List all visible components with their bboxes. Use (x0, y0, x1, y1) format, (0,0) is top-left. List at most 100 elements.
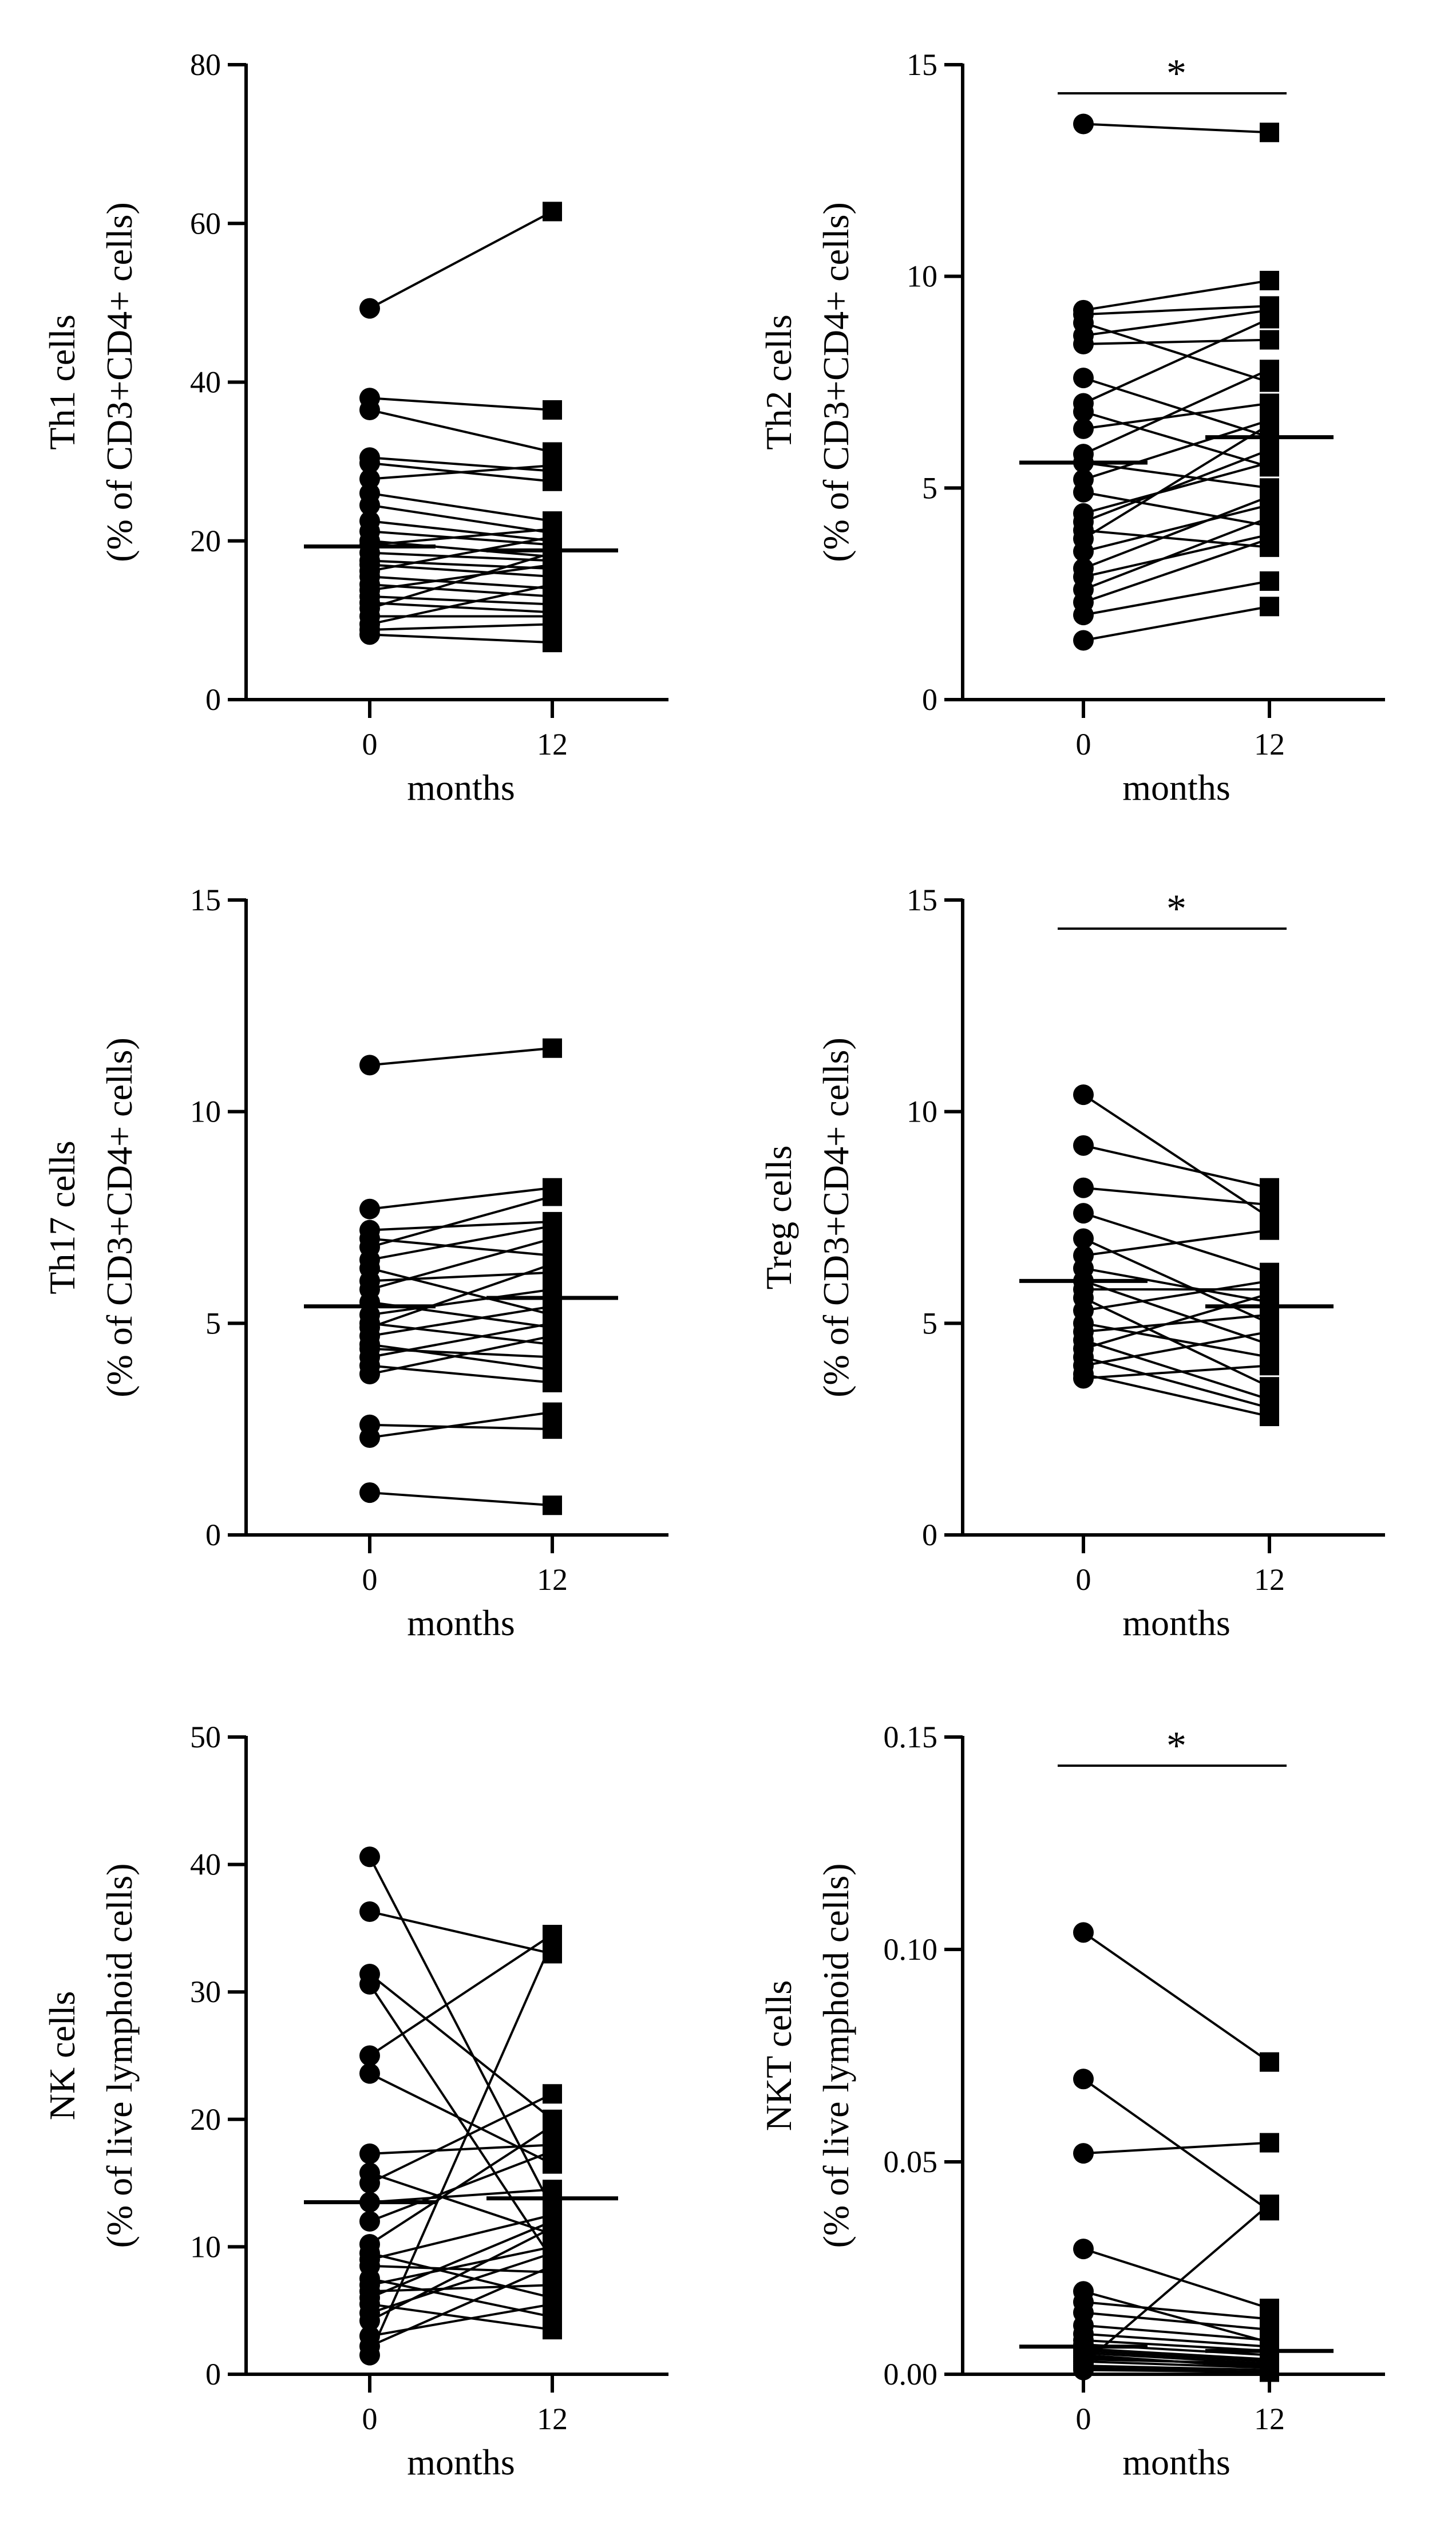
y-tick-label: 20 (190, 524, 221, 558)
pair-line (1083, 461, 1270, 490)
y-tick-label: 0.15 (884, 1720, 938, 1754)
x-tick-label: 12 (1254, 2402, 1285, 2436)
pair-line (369, 2284, 553, 2293)
pair-line (1083, 533, 1270, 578)
point-month-0 (359, 2045, 380, 2066)
y-tick-label: 0 (205, 1518, 221, 1552)
pair-line (369, 623, 553, 631)
point-month-0 (359, 1482, 380, 1503)
point-month-12 (1260, 1356, 1279, 1376)
x-axis-title: months (1122, 2442, 1230, 2482)
y-axis-title: Th17 cells (42, 1140, 82, 1294)
x-axis-title: months (407, 767, 515, 808)
pair-line (1083, 2347, 1270, 2361)
pair-line (369, 1423, 553, 1431)
pair-line (1083, 1364, 1270, 1380)
point-month-0 (1073, 481, 1094, 503)
pair-line (369, 527, 553, 546)
point-month-0 (1073, 2143, 1094, 2164)
y-tick-label: 10 (907, 1095, 937, 1129)
pair-line (1083, 2369, 1270, 2374)
significance-marker: * (1166, 887, 1186, 931)
point-month-12 (1260, 415, 1279, 435)
pair-line (369, 551, 553, 562)
pair-line (369, 409, 553, 453)
point-month-0 (359, 1846, 380, 1868)
pair-line (1083, 402, 1270, 430)
y-axis-title: Treg cells (758, 1146, 799, 1290)
y-tick-label: 5 (205, 1306, 221, 1340)
point-month-0 (1073, 541, 1094, 562)
pair-line (1083, 123, 1270, 134)
x-tick-label: 0 (362, 1562, 378, 1597)
pair-line (369, 1267, 553, 1316)
point-month-12 (543, 2218, 562, 2238)
pair-line (369, 1856, 553, 2209)
point-month-12 (543, 1372, 562, 1392)
pair-line (369, 1973, 553, 2121)
pair-line (1083, 2354, 1270, 2369)
point-month-12 (1260, 440, 1279, 460)
pair-line (369, 2277, 553, 2318)
x-tick-label: 12 (537, 1562, 568, 1597)
pair-line (369, 2303, 553, 2331)
point-month-12 (1260, 571, 1279, 591)
point-month-12 (1260, 597, 1279, 617)
pair-line (369, 563, 553, 578)
y-tick-label: 30 (190, 1975, 221, 2009)
x-tick-label: 12 (537, 727, 568, 761)
y-tick-label: 10 (907, 259, 937, 294)
point-month-12 (1260, 2194, 1279, 2215)
point-month-0 (1073, 605, 1094, 626)
pair-line (369, 1237, 553, 1257)
pair-line (369, 1335, 553, 1376)
point-month-12 (1260, 529, 1279, 549)
panel-3: 0 5 10 15 0 12 months Th17 cells (% of CD3+CD4+ … (42, 883, 668, 1643)
point-month-0 (359, 2063, 380, 2084)
pair-line (1083, 1267, 1270, 1304)
point-month-12 (543, 1254, 562, 1274)
point-month-12 (543, 2084, 562, 2104)
point-month-0 (1073, 1135, 1094, 1156)
pair-line (369, 1262, 553, 1329)
pair-line (369, 492, 553, 523)
point-month-0 (359, 298, 380, 319)
point-month-12 (543, 1495, 562, 1515)
pair-line (369, 2264, 553, 2347)
y-tick-label: 20 (190, 2102, 221, 2137)
pair-line (369, 1347, 553, 1359)
x-axis-title: months (407, 2442, 515, 2482)
pair-line (1082, 1094, 1271, 1219)
point-month-12 (1260, 2133, 1279, 2153)
point-month-0 (1073, 630, 1094, 651)
pair-line (1083, 580, 1270, 617)
pair-line (369, 1343, 553, 1371)
point-month-12 (543, 543, 562, 563)
point-month-0 (1073, 1228, 1094, 1249)
y-tick-label: 0 (922, 682, 937, 717)
point-month-12 (1260, 393, 1279, 413)
pair-line (1083, 461, 1270, 515)
y-tick-label: 15 (907, 883, 937, 917)
pair-line (1083, 317, 1270, 405)
pair-line (369, 1186, 553, 1210)
x-axis-title: months (1122, 767, 1230, 808)
panel-1: 0 20 40 60 80 0 12 months Th1 cells (% of CD3+CD4… (42, 48, 668, 808)
pair-line (369, 1322, 553, 1359)
y-tick-label: 0.00 (884, 2357, 938, 2391)
y-axis-title: NK cells (42, 1991, 82, 2121)
pair-line (369, 1225, 553, 1261)
point-month-0 (1073, 1177, 1094, 1198)
point-month-12 (543, 400, 562, 420)
pair-line (1083, 309, 1270, 337)
point-month-0 (1073, 1084, 1094, 1106)
point-month-0 (1073, 113, 1094, 135)
pair-line (369, 1195, 553, 1249)
point-month-0 (359, 2310, 380, 2331)
point-month-12 (543, 202, 562, 222)
pair-line (1083, 1229, 1270, 1257)
pair-line (1083, 448, 1270, 523)
point-month-0 (359, 1973, 380, 1995)
pair-line (369, 1220, 553, 1231)
pair-line (1083, 1237, 1270, 1325)
